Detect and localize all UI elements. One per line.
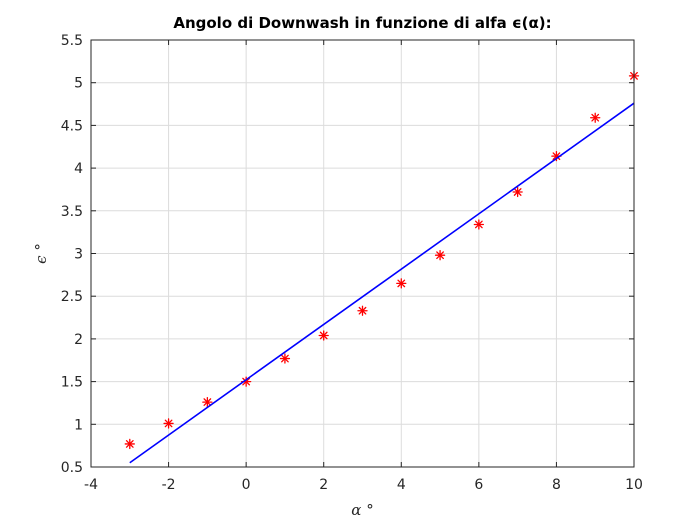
y-tick-label: 5	[74, 76, 83, 92]
data-point-asterisk	[396, 278, 407, 289]
fit-line	[129, 102, 635, 464]
y-tick-label: 4.5	[61, 118, 83, 134]
ticks: -4 -2 0 2 4 6 8 10 0.5 1 1.5 2 2.5 3 3.5 4 4.5 5 5.5	[61, 33, 643, 493]
y-tick-label: 5.5	[61, 33, 83, 49]
chart-title: Angolo di Downwash in funzione di alfa ϵ…	[173, 14, 551, 32]
y-tick-label: 3.5	[61, 204, 83, 220]
y-tick-label: 3	[74, 247, 83, 263]
data-point-asterisk	[163, 418, 174, 429]
y-tick-label: 2	[74, 332, 83, 348]
data-point-asterisk	[279, 353, 291, 364]
x-tick-label: 6	[474, 477, 483, 493]
y-tick-label: 0.5	[61, 460, 83, 476]
y-tick-label: 1.5	[61, 375, 83, 391]
x-tick-label: 10	[625, 477, 643, 493]
data-point-asterisk	[240, 376, 252, 387]
data-point-asterisk	[590, 112, 601, 123]
x-tick-label: 8	[552, 477, 561, 493]
data-point-asterisk	[357, 305, 368, 316]
x-tick-label: -2	[162, 477, 176, 493]
x-tick-label: 4	[397, 477, 406, 493]
x-axis-label: α °	[351, 501, 373, 519]
data-point-asterisk	[473, 219, 485, 230]
y-axis-label: ϵ °	[32, 243, 50, 264]
data-point-asterisk	[124, 438, 135, 450]
x-tick-label: 0	[242, 477, 251, 493]
data-point-asterisk	[434, 250, 446, 261]
x-tick-label: 2	[319, 477, 328, 493]
data-point-asterisk	[512, 186, 523, 198]
y-tick-label: 1	[74, 417, 83, 433]
y-tick-label: 2.5	[61, 289, 83, 305]
y-tick-label: 4	[74, 161, 83, 177]
data-point-asterisk	[318, 330, 329, 341]
data-point-asterisk	[202, 396, 213, 408]
x-tick-label: -4	[84, 477, 98, 493]
